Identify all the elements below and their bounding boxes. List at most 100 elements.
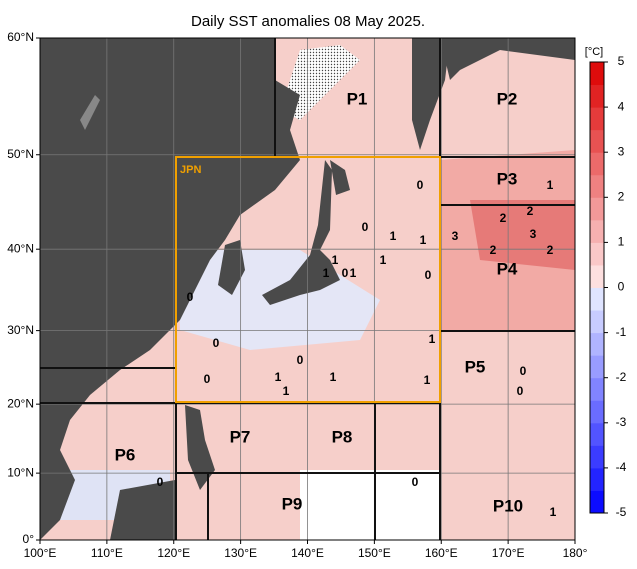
- colorbar-step: [590, 107, 604, 131]
- colorbar-unit: [°C]: [585, 46, 603, 58]
- contour-label: 1: [332, 253, 339, 267]
- contour-label: 0: [412, 475, 419, 489]
- contour-label: 1: [283, 384, 290, 398]
- lat-label: 30°N: [7, 323, 34, 337]
- region-label: P4: [497, 259, 518, 278]
- contour-label: 0: [417, 178, 424, 192]
- contour-label: 0: [204, 372, 211, 386]
- title: Daily SST anomalies 08 May 2025.: [191, 13, 425, 30]
- contour-label: 2: [500, 211, 507, 225]
- contour-label: 2: [547, 243, 554, 257]
- colorbar-step: [590, 467, 604, 491]
- colorbar-label: -2: [616, 370, 627, 384]
- colorbar-label: 5: [618, 54, 625, 68]
- colorbar-step: [590, 152, 604, 176]
- colorbar-step: [590, 400, 604, 424]
- region-label: P9: [282, 494, 303, 513]
- jpn-box: [175, 156, 441, 403]
- hokkaido: [330, 160, 350, 195]
- borneo: [110, 480, 175, 540]
- lat-label: 0°: [23, 532, 35, 546]
- contour-label: 1: [390, 229, 397, 243]
- colorbar-label: -5: [616, 505, 627, 519]
- colorbar-step: [590, 174, 604, 198]
- contour-label: 1: [550, 505, 557, 519]
- lon-label: 150°E: [358, 546, 391, 560]
- contour-label: 1: [424, 373, 431, 387]
- colorbar-step: [590, 310, 604, 334]
- colorbar-step: [590, 377, 604, 401]
- contour-label: 2: [490, 243, 497, 257]
- contour-label: 0: [517, 384, 524, 398]
- colorbar-label: 0: [618, 280, 625, 294]
- contour-label: 3: [530, 227, 537, 241]
- lon-label: 180°: [563, 546, 588, 560]
- contour-label: 1: [323, 266, 330, 280]
- colorbar-step: [590, 264, 604, 288]
- lat-label: 50°N: [7, 147, 34, 161]
- lon-label: 170°E: [492, 546, 525, 560]
- colorbar-step: [590, 197, 604, 221]
- map-body: [40, 38, 575, 540]
- lon-label: 140°E: [291, 546, 324, 560]
- region-label: P7: [230, 427, 251, 446]
- continent: [40, 38, 300, 540]
- region-label: P10: [493, 496, 523, 515]
- region-label: P6: [115, 445, 136, 464]
- colorbar-step: [590, 62, 604, 86]
- colorbar-step: [590, 355, 604, 379]
- colorbar-step: [590, 84, 604, 108]
- colorbar-label: 3: [618, 144, 625, 158]
- sea-ice: [280, 45, 360, 120]
- colorbar-label: -3: [616, 415, 627, 429]
- colorbar-label: 1: [618, 235, 625, 249]
- contour-label: 1: [380, 253, 387, 267]
- contour-label: 1: [350, 266, 357, 280]
- lat-label: 40°N: [7, 241, 34, 255]
- jpn-label: JPN: [180, 164, 201, 176]
- warm-core: [470, 200, 575, 270]
- colorbar-step: [590, 445, 604, 469]
- neutral-area: [300, 470, 440, 540]
- colorbar-step: [590, 219, 604, 243]
- contour-label: 1: [275, 370, 282, 384]
- contour-label: 1: [547, 178, 554, 192]
- northeast-land: [440, 38, 575, 80]
- colorbar-label: 4: [618, 99, 625, 113]
- lat-label: 10°N: [7, 465, 34, 479]
- colorbar-step: [590, 332, 604, 356]
- colorbar-step: [590, 490, 604, 514]
- region-label: P2: [497, 89, 518, 108]
- colorbar-step: [590, 287, 604, 311]
- lon-label: 130°E: [224, 546, 257, 560]
- contour-label: 1: [420, 233, 427, 247]
- region-label: P8: [332, 427, 353, 446]
- contour-label: 3: [452, 229, 459, 243]
- colorbar-label: -1: [616, 325, 627, 339]
- contour-label: 0: [362, 220, 369, 234]
- lat-label: 20°N: [7, 396, 34, 410]
- lake: [80, 95, 100, 130]
- contour-label: 1: [429, 332, 436, 346]
- contour-label: 0: [520, 364, 527, 378]
- colorbar-step: [590, 242, 604, 266]
- lon-label: 100°E: [24, 546, 57, 560]
- region-label: P1: [347, 89, 368, 108]
- lon-label: 160°E: [425, 546, 458, 560]
- colorbar: 5 4 3 2 1 0 -1 -2 -3 -4 -5: [589, 54, 627, 519]
- contour-label: 0: [425, 268, 432, 282]
- contour-label: 0: [297, 353, 304, 367]
- lon-label: 120°E: [157, 546, 190, 560]
- korea: [218, 240, 245, 295]
- philippines: [185, 405, 215, 490]
- region-label: P5: [465, 357, 486, 376]
- region-label: P3: [497, 169, 518, 188]
- lat-label: 60°N: [7, 30, 34, 44]
- japan: [262, 160, 340, 305]
- colorbar-step: [590, 422, 604, 446]
- contour-label: 1: [330, 370, 337, 384]
- contour-label: 0: [213, 336, 220, 350]
- colorbar-label: 2: [618, 189, 625, 203]
- contour-label: 0: [157, 475, 164, 489]
